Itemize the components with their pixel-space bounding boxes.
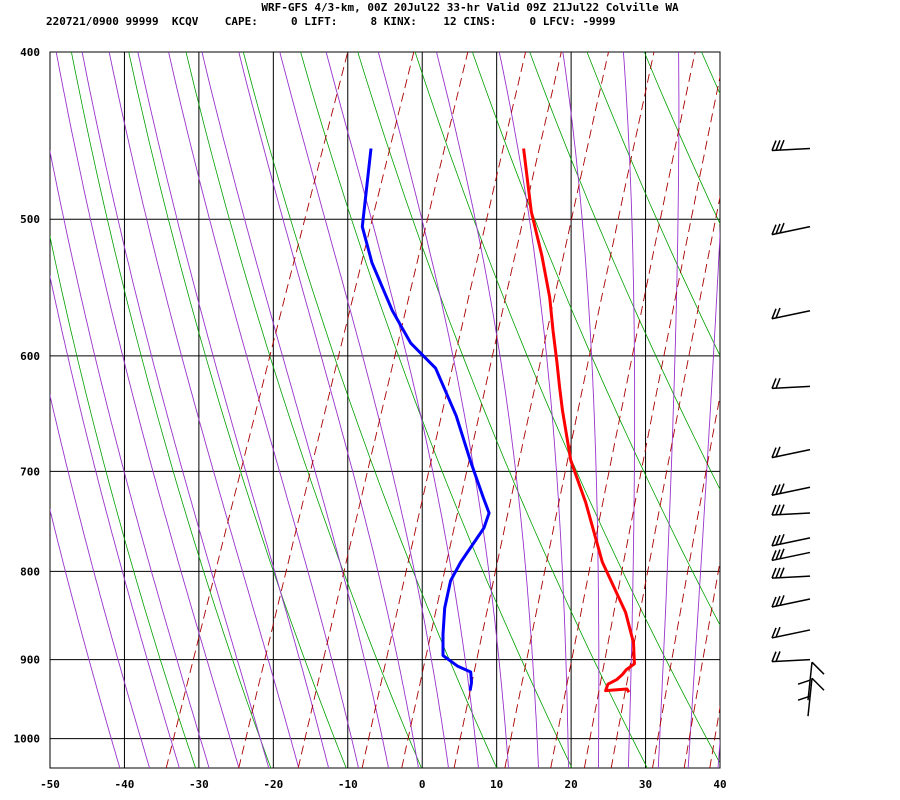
dry-adiabat-line <box>128 52 347 768</box>
moist-adiabat-line <box>687 225 720 768</box>
x-tick-label: 0 <box>419 778 426 791</box>
moist-adiabat-line <box>201 52 389 768</box>
wind-barb <box>771 377 811 390</box>
wind-barb <box>771 446 811 459</box>
wind-barb <box>771 567 811 579</box>
wind-barb <box>771 504 811 516</box>
wind-barb <box>771 595 811 608</box>
dry-adiabat-line <box>873 52 900 768</box>
moist-adiabat-line <box>55 52 240 768</box>
mixing-ratio-line <box>583 74 720 768</box>
mixing-ratio-line <box>504 52 655 768</box>
y-tick-label: 1000 <box>14 733 41 746</box>
moist-adiabat-line <box>50 508 121 768</box>
moist-adiabat-line <box>498 52 569 768</box>
y-tick-label: 700 <box>20 465 40 478</box>
dry-adiabat-line <box>50 234 196 768</box>
grid-layer <box>49 51 721 768</box>
moist-adiabat-line <box>279 52 449 768</box>
mixing-ratio-line <box>453 52 609 768</box>
x-tick-label: -30 <box>189 778 209 791</box>
wind-barb <box>797 677 825 717</box>
moist-adiabat-line <box>81 52 270 768</box>
moist-adiabat-line <box>657 52 680 768</box>
temperature-profile-line <box>522 148 636 693</box>
mixing-ratio-line <box>361 52 527 768</box>
moist-adiabat-line <box>168 52 359 768</box>
wind-barb-column <box>771 139 825 717</box>
moist-adiabat-line <box>436 52 539 768</box>
dry-adiabat-line <box>816 52 900 768</box>
moist-adiabat-line <box>238 52 419 768</box>
mixing-ratio-line <box>550 52 696 768</box>
moist-adiabat-line <box>622 52 636 768</box>
dewpoint-profile-line <box>360 148 491 691</box>
x-tick-label: -20 <box>263 778 283 791</box>
moist-adiabat-line <box>50 393 151 768</box>
y-tick-label: 800 <box>20 565 40 578</box>
mixing-ratio-line <box>401 52 562 768</box>
sounding-profiles <box>360 148 636 693</box>
mixing-ratio-line <box>610 194 720 768</box>
y-tick-label: 900 <box>20 654 40 667</box>
wind-barb <box>771 626 811 639</box>
dry-adiabat-line <box>472 52 720 626</box>
plot-frame <box>49 51 721 769</box>
wind-barb <box>771 307 811 320</box>
y-tick-labels: 400 500 600 700 800 900 1000 <box>14 46 41 746</box>
y-tick-label: 400 <box>20 46 40 59</box>
moist-adiabat-line <box>108 52 300 768</box>
moist-adiabat-line <box>50 274 180 768</box>
x-tick-label: 20 <box>564 778 577 791</box>
wind-barb <box>771 222 811 236</box>
moist-adiabat-line <box>137 52 330 768</box>
moist-adiabat-line <box>50 149 210 768</box>
dry-adiabat-line <box>71 52 272 768</box>
y-tick-label: 600 <box>20 350 40 363</box>
wind-barb <box>797 661 825 701</box>
moist-adiabat-line <box>717 736 720 768</box>
wind-barb <box>771 533 811 547</box>
x-tick-labels: -50 -40 -30 -20 -10 0 10 20 30 40 <box>40 778 727 791</box>
x-tick-label: -40 <box>115 778 135 791</box>
dry-adiabat-line <box>185 52 422 768</box>
wind-barb <box>771 139 811 152</box>
x-tick-label: 40 <box>713 778 726 791</box>
station-indices-line: 220721/0900 99999 KCQV CAPE: 0 LIFT: 8 K… <box>46 15 616 28</box>
wind-barb <box>771 651 811 663</box>
wind-barb <box>771 548 811 562</box>
mixing-ratio-line <box>238 52 415 768</box>
x-tick-label: -10 <box>338 778 358 791</box>
dry-adiabat-line <box>586 52 720 357</box>
moist-adiabat-line <box>747 52 814 775</box>
background-adiabats <box>50 52 900 775</box>
mixing-ratio-line <box>165 52 349 768</box>
x-tick-label: 10 <box>490 778 503 791</box>
mixing-ratio-line <box>297 52 469 768</box>
dry-adiabat-line <box>242 52 498 768</box>
x-tick-label: 30 <box>639 778 652 791</box>
chart-title: WRF-GFS 4/3-km, 00Z 20Jul22 33-hr Valid … <box>261 1 679 14</box>
y-tick-label: 500 <box>20 213 40 226</box>
x-tick-label: -50 <box>40 778 60 791</box>
dry-adiabat-line <box>529 52 720 491</box>
wind-barb <box>771 483 811 496</box>
dry-adiabat-line <box>300 52 573 768</box>
